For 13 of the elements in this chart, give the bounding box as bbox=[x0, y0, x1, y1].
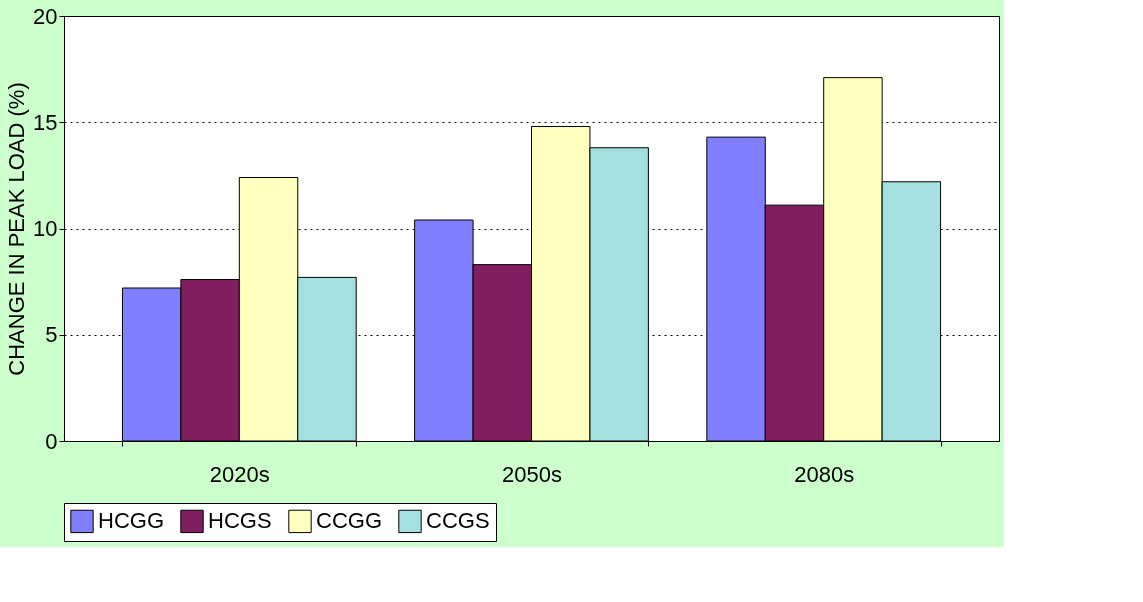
y-axis-title: CHANGE IN PEAK LOAD (%) bbox=[4, 82, 30, 376]
x-tick-label: 2080s bbox=[794, 461, 855, 487]
legend-label: HCGG bbox=[98, 508, 164, 534]
y-tick-label: 5 bbox=[45, 322, 58, 348]
y-tick-label: 20 bbox=[33, 3, 58, 29]
legend-label: CCGS bbox=[426, 508, 490, 534]
y-tick-label: 15 bbox=[33, 109, 58, 135]
y-tick-label: 10 bbox=[33, 216, 58, 241]
legend-label: HCGS bbox=[208, 508, 272, 534]
x-tick-label: 2050s bbox=[502, 461, 562, 487]
x-tick-label: 2020s bbox=[209, 461, 270, 487]
legend-label: CCGG bbox=[316, 508, 382, 534]
y-tick-label: 0 bbox=[45, 428, 58, 454]
